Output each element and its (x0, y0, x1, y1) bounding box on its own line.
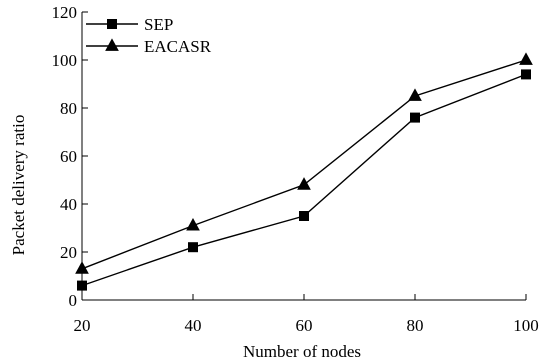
data-point-sep (521, 69, 531, 80)
legend-label-sep: SEP (144, 15, 173, 34)
series-layer (75, 52, 533, 291)
y-tick-label: 100 (52, 51, 78, 70)
x-tick-label: 100 (513, 316, 539, 335)
series-sep (77, 69, 531, 291)
legend-item-sep: SEP (86, 15, 173, 34)
x-axis-title: Number of nodes (243, 342, 361, 361)
y-tick-label: 60 (60, 147, 77, 166)
legend-marker-eacasr (105, 38, 119, 51)
x-tick-label: 80 (407, 316, 424, 335)
legend-label-eacasr: EACASR (144, 37, 212, 56)
data-point-eacasr (519, 52, 533, 65)
y-tick-label: 120 (52, 3, 78, 22)
legend: SEP EACASR (86, 15, 212, 56)
data-point-sep (299, 211, 309, 221)
data-point-sep (410, 112, 420, 123)
y-tick-label: 0 (69, 291, 78, 310)
series-eacasr (75, 52, 533, 274)
data-point-eacasr (297, 177, 311, 190)
y-axis-title: Packet delivery ratio (9, 115, 28, 256)
legend-item-eacasr: EACASR (86, 37, 212, 56)
data-point-sep (188, 242, 198, 253)
data-point-sep (77, 280, 87, 291)
data-point-eacasr (408, 88, 422, 101)
y-tick-label: 80 (60, 99, 77, 118)
legend-marker-sep (107, 19, 117, 29)
y-tick-label: 20 (60, 243, 77, 262)
x-tick-label: 40 (185, 316, 202, 335)
y-tick-label: 40 (60, 195, 77, 214)
data-point-eacasr (186, 217, 200, 231)
series-line-eacasr (81, 59, 527, 270)
data-point-eacasr (75, 261, 89, 274)
x-tick-label: 60 (296, 316, 313, 335)
x-tick-label: 20 (74, 316, 91, 335)
axes: 0 20 40 60 80 100 120 20 40 60 80 100 (52, 3, 539, 335)
